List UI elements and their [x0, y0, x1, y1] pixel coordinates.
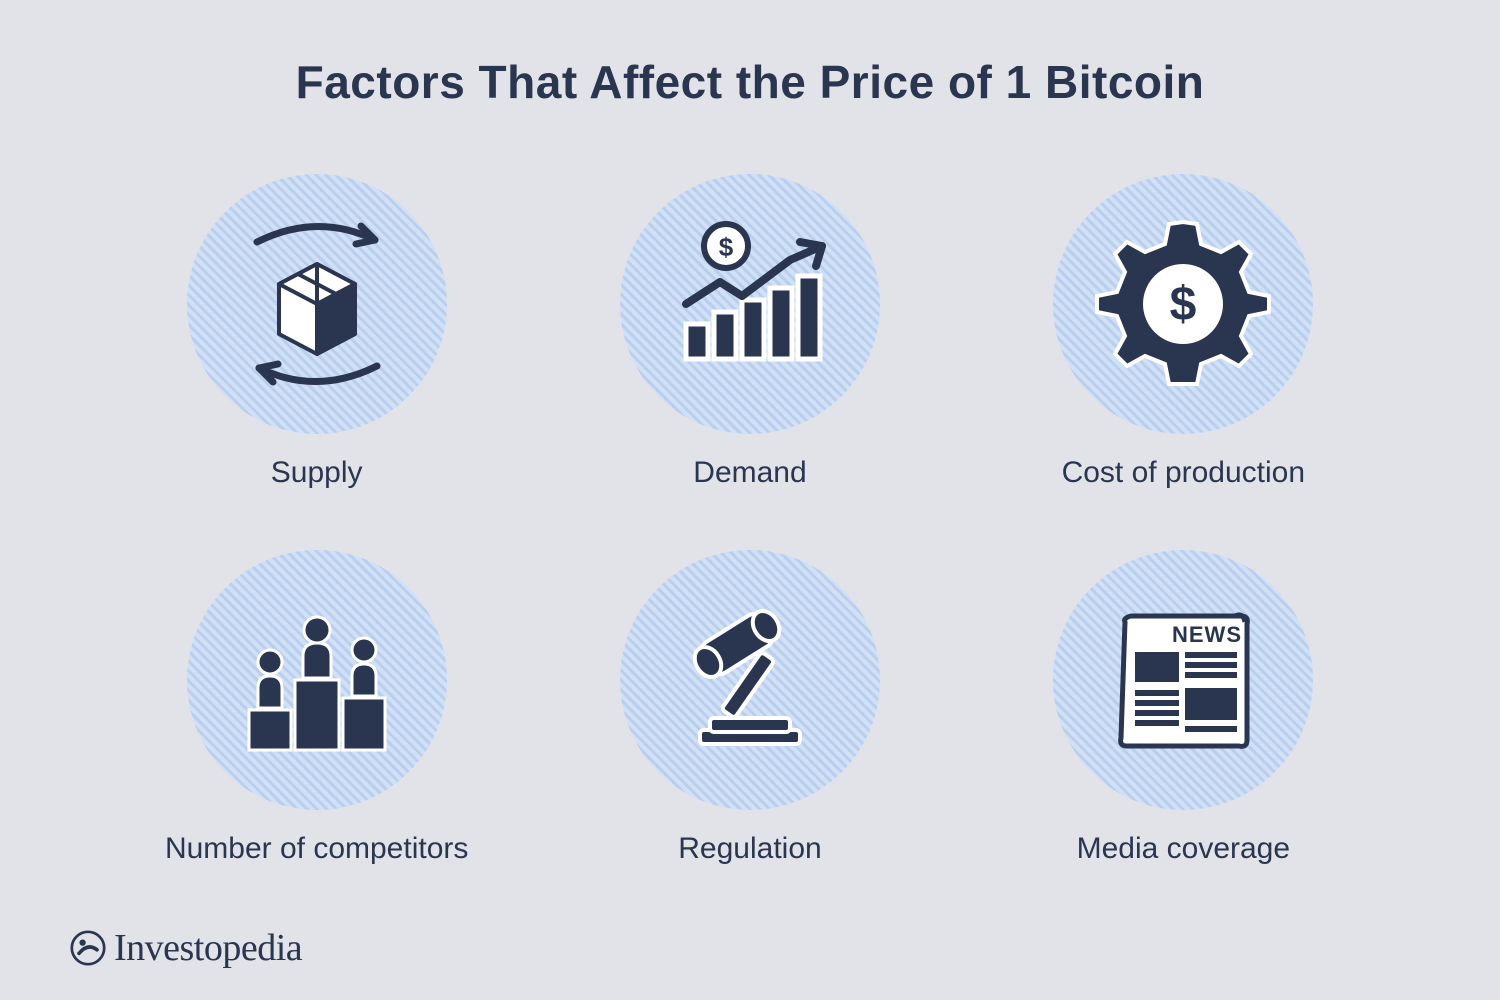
- gavel-icon: [650, 580, 850, 780]
- factor-label: Media coverage: [1077, 832, 1290, 866]
- icon-circle: [187, 550, 447, 810]
- box-arrows-icon: [217, 204, 417, 404]
- svg-text:NEWS: NEWS: [1172, 622, 1242, 647]
- svg-text:$: $: [719, 232, 734, 262]
- brand-footer: Investopedia: [70, 926, 302, 970]
- newspaper-icon: NEWS: [1083, 580, 1283, 780]
- infographic-title: Factors That Affect the Price of 1 Bitco…: [0, 0, 1500, 109]
- podium-people-icon: [217, 580, 417, 780]
- investopedia-logo-icon: [70, 930, 106, 966]
- factor-label: Number of competitors: [165, 832, 468, 866]
- svg-text:$: $: [1170, 278, 1197, 331]
- factor-label: Demand: [693, 456, 806, 490]
- brand-name: Investopedia: [114, 926, 302, 970]
- factor-label: Regulation: [678, 832, 821, 866]
- factor-label: Supply: [271, 456, 363, 490]
- factor-regulation: Regulation: [573, 550, 926, 866]
- factor-cost: $ Cost of production: [1007, 174, 1360, 490]
- icon-circle: [620, 550, 880, 810]
- factor-supply: Supply: [140, 174, 493, 490]
- chart-dollar-icon: $: [650, 204, 850, 404]
- factor-competitors: Number of competitors: [140, 550, 493, 866]
- gear-dollar-icon: $: [1083, 204, 1283, 404]
- icon-circle: NEWS: [1053, 550, 1313, 810]
- icon-circle: $: [620, 174, 880, 434]
- factor-label: Cost of production: [1062, 456, 1305, 490]
- icon-circle: [187, 174, 447, 434]
- icon-circle: $: [1053, 174, 1313, 434]
- factor-media: NEWS Media coverage: [1007, 550, 1360, 866]
- factor-demand: $ Demand: [573, 174, 926, 490]
- factors-grid: Supply $ Deman: [0, 109, 1500, 866]
